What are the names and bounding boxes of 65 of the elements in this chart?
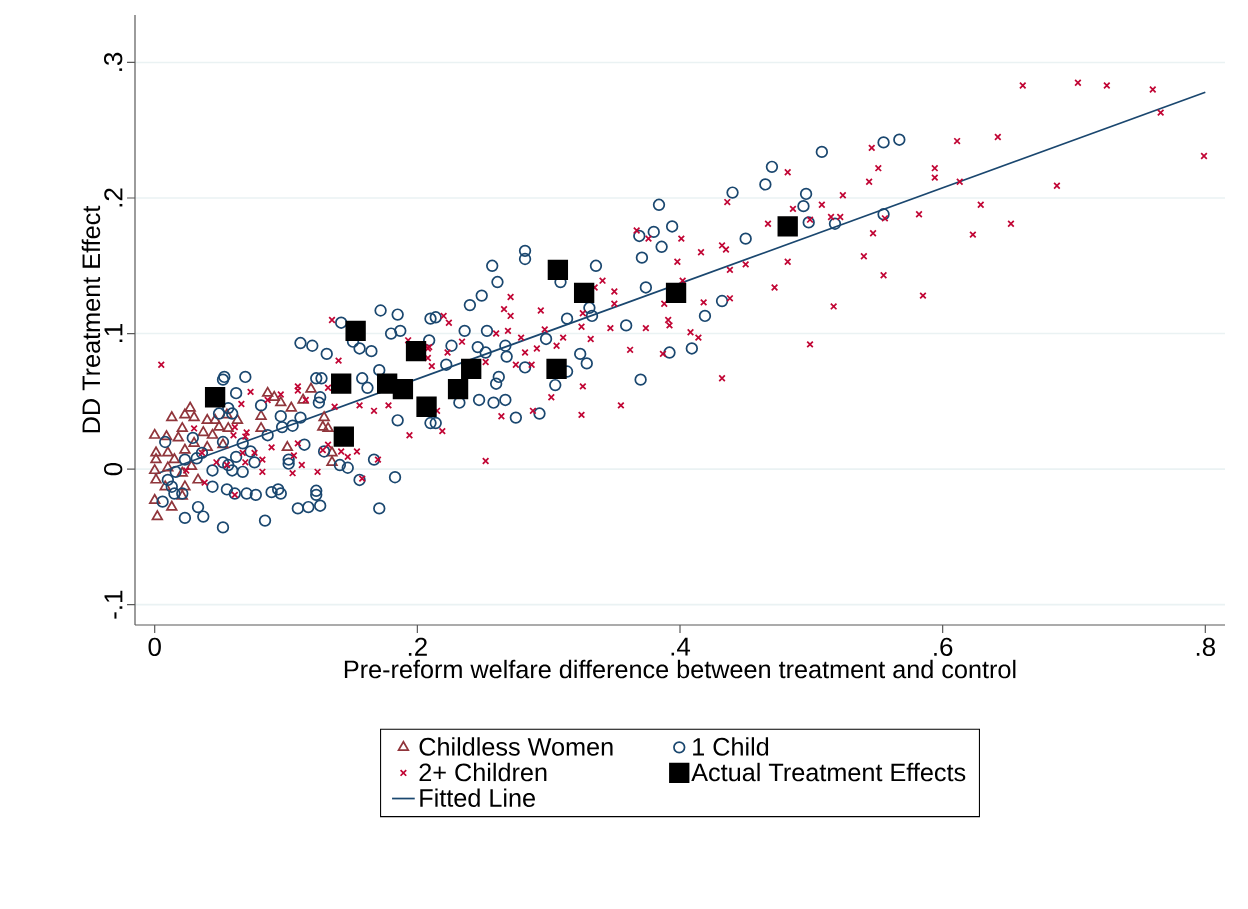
point — [547, 259, 569, 281]
point — [179, 480, 191, 491]
y-tick-label: .3 — [104, 52, 123, 71]
point — [275, 396, 287, 407]
point — [188, 411, 200, 422]
point — [285, 401, 297, 412]
point — [416, 396, 437, 417]
point — [461, 358, 482, 379]
point — [333, 426, 354, 447]
point — [573, 282, 595, 304]
point — [213, 420, 225, 431]
point — [151, 510, 164, 521]
x-tick-label: .2 — [408, 637, 427, 656]
legend-label: Actual Treatment Effects — [691, 762, 966, 782]
y-tick-label: 0 — [104, 462, 123, 476]
y-axis-title: DD Treatment Effect — [81, 205, 101, 433]
x-tick-label: .6 — [934, 637, 953, 656]
legend-label: 1 Child — [693, 737, 769, 756]
point — [150, 446, 162, 457]
point — [179, 443, 191, 454]
point — [179, 408, 191, 419]
point — [268, 390, 280, 401]
point — [192, 473, 204, 484]
x-tick-label: .8 — [1196, 637, 1215, 656]
point — [162, 446, 174, 457]
point — [197, 426, 209, 437]
point — [222, 421, 234, 433]
point — [777, 216, 798, 237]
point — [184, 401, 196, 412]
point — [297, 393, 309, 404]
point — [261, 386, 274, 397]
point — [172, 431, 185, 442]
x-axis-title: Pre-reform welfare difference between treatment and control — [344, 659, 1016, 679]
point — [322, 421, 334, 433]
point — [331, 373, 352, 394]
point — [318, 411, 330, 422]
point — [255, 409, 267, 420]
point — [166, 500, 178, 511]
point — [305, 382, 317, 393]
x-tick-label: 0 — [148, 637, 161, 656]
point — [392, 378, 414, 400]
point — [176, 421, 188, 433]
legend-label: 2+ Children — [419, 762, 547, 782]
point — [204, 387, 226, 408]
point — [150, 453, 162, 464]
legend-label: Fitted Line — [420, 788, 535, 807]
point — [166, 411, 178, 422]
x-tick-label: .4 — [671, 637, 691, 656]
point — [150, 473, 162, 484]
point — [149, 464, 161, 475]
legend-label: Childless Women — [419, 737, 613, 756]
point — [255, 421, 267, 433]
point — [281, 440, 294, 452]
point — [447, 378, 469, 400]
y-tick-label: .2 — [104, 188, 123, 207]
point — [665, 282, 687, 304]
point — [405, 341, 427, 362]
point — [168, 453, 181, 464]
y-tick-label: .1 — [104, 324, 123, 342]
point — [206, 428, 219, 439]
point — [201, 413, 213, 424]
point — [162, 461, 174, 472]
point — [317, 420, 329, 431]
point — [149, 428, 161, 439]
y-tick-label: -.1 — [104, 590, 123, 619]
